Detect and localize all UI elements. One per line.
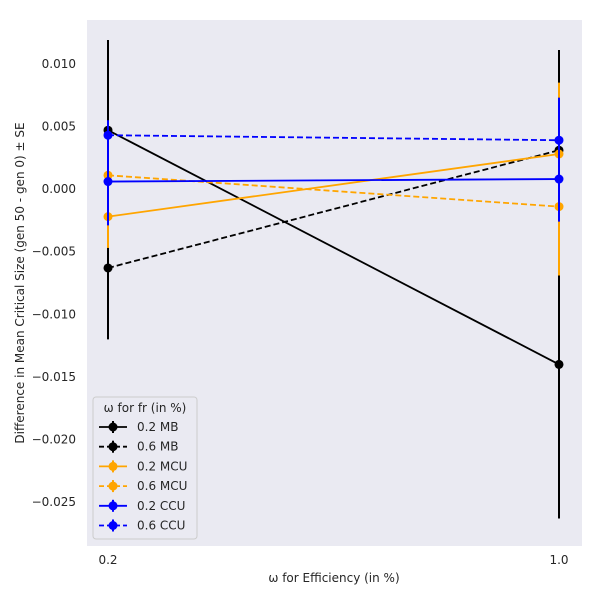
legend-entry: 0.6 MCU <box>99 479 187 493</box>
legend-label: 0.2 MCU <box>137 459 187 473</box>
y-axis-ticks: 0.010 0.005 0.000 −0.005 −0.010 −0.015 −0.020 −… <box>32 57 76 509</box>
y-tick-label: −0.010 <box>32 307 76 321</box>
series-line <box>107 178 560 183</box>
series-line <box>107 149 560 269</box>
data-point <box>554 359 564 369</box>
series-line <box>107 153 560 218</box>
legend: ω for fr (in %) 0.2 MB 0.6 MB 0.2 MCU 0.6 M… <box>92 396 198 540</box>
x-tick-label: 1.0 <box>549 553 568 567</box>
legend-entry: 0.2 CCU <box>99 499 185 513</box>
y-tick-label: 0.010 <box>42 57 76 71</box>
x-tick-label: 0.2 <box>98 553 117 567</box>
y-tick-label: −0.015 <box>32 370 76 384</box>
legend-marker <box>108 501 118 511</box>
legend-marker <box>108 422 118 432</box>
y-tick-label: 0.000 <box>42 182 76 196</box>
y-tick-label: −0.020 <box>32 433 76 447</box>
legend-marker <box>108 461 118 471</box>
data-point <box>103 263 113 273</box>
legend-entry: 0.6 CCU <box>99 519 185 533</box>
x-axis-ticks: 0.2 1.0 <box>98 553 568 567</box>
y-tick-label: −0.005 <box>32 245 76 259</box>
legend-entry: 0.2 MCU <box>99 459 187 473</box>
legend-title: ω for fr (in %) <box>104 401 187 415</box>
series-line <box>107 134 560 142</box>
series-line <box>107 129 560 366</box>
legend-marker <box>108 442 118 452</box>
data-point <box>103 130 113 140</box>
legend-label: 0.6 MB <box>137 440 178 454</box>
legend-label: 0.6 MCU <box>137 479 187 493</box>
series-layer <box>103 40 564 519</box>
legend-label: 0.2 CCU <box>137 499 185 513</box>
y-axis-label: Difference in Mean Critical Size (gen 50… <box>13 122 27 443</box>
y-tick-label: 0.005 <box>42 119 76 133</box>
legend-entry: 0.6 MB <box>99 440 178 454</box>
legend-marker <box>108 521 118 530</box>
legend-entry: 0.2 MB <box>99 420 178 434</box>
legend-label: 0.2 MB <box>137 420 178 434</box>
legend-box <box>92 396 198 540</box>
y-tick-label: −0.025 <box>32 495 76 509</box>
data-point <box>103 177 113 187</box>
legend-marker <box>108 481 118 491</box>
x-axis-label: ω for Efficiency (in %) <box>268 571 399 585</box>
legend-entries: 0.2 MB 0.6 MB 0.2 MCU 0.6 MCU 0.2 CCU 0.6 CCU <box>99 420 187 533</box>
legend-label: 0.6 CCU <box>137 519 185 533</box>
data-point <box>554 135 564 145</box>
series-5 <box>103 97 564 183</box>
